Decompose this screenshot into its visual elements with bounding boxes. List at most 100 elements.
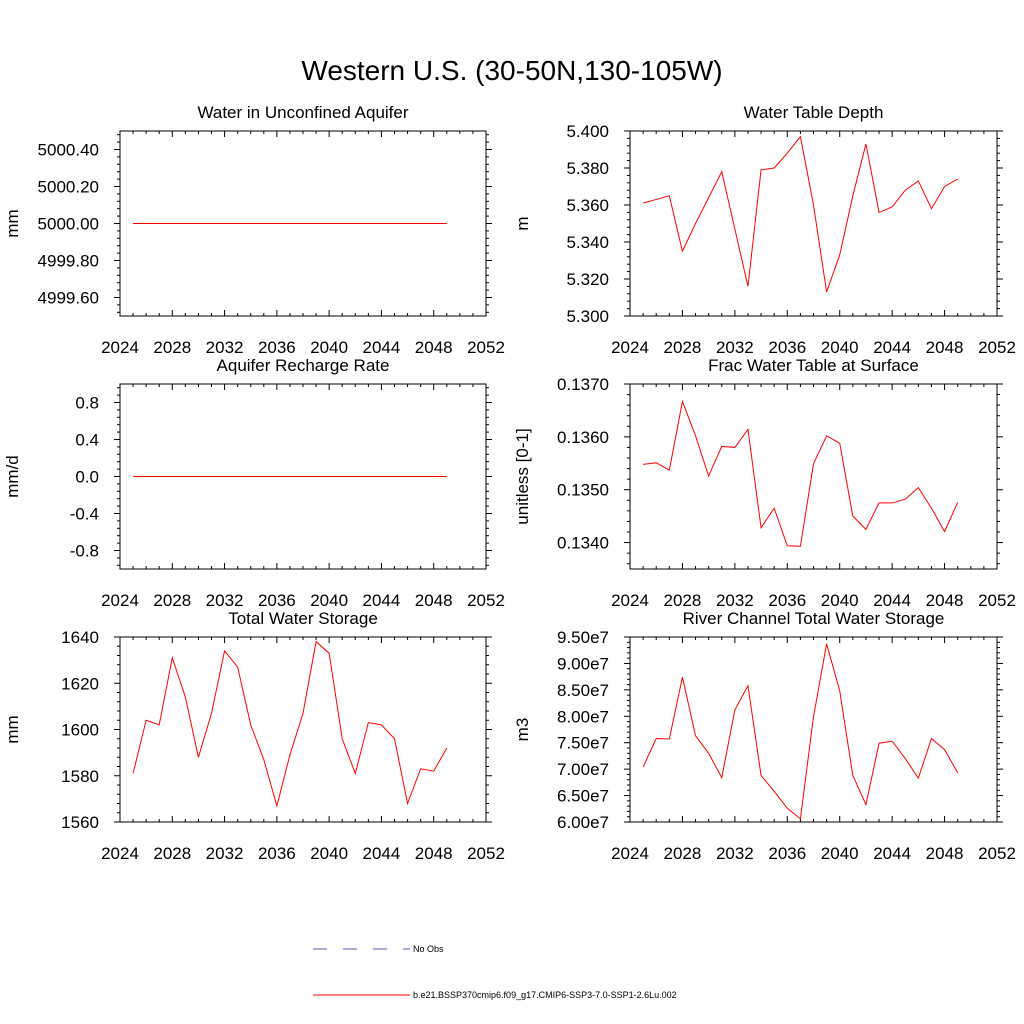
x-tick-label: 2028 <box>153 591 191 610</box>
x-tick-label: 2032 <box>206 338 244 357</box>
x-tick-label: 2052 <box>978 591 1016 610</box>
y-tick-label: 5.340 <box>566 233 609 252</box>
series-line <box>642 135 958 293</box>
y-axis-label: mm <box>3 715 22 743</box>
y-axis-label: m3 <box>513 718 532 742</box>
x-tick-label: 2028 <box>664 591 702 610</box>
chart-title: Aquifer Recharge Rate <box>217 356 390 375</box>
x-tick-label: 2044 <box>873 338 911 357</box>
x-tick-label: 2040 <box>310 591 348 610</box>
y-axis-label: mm <box>3 209 22 237</box>
y-tick-label: 0.8 <box>75 394 99 413</box>
y-axis-label: m <box>513 216 532 230</box>
y-tick-label: -0.4 <box>70 505 99 524</box>
chart-panel-3: Aquifer Recharge Rate mm/d 2024 2028 2032 203… <box>3 356 505 610</box>
x-tick-label: 2024 <box>101 844 139 863</box>
x-tick-label: 2032 <box>206 591 244 610</box>
x-tick-label: 2024 <box>611 338 649 357</box>
y-tick-label: 0.4 <box>75 431 99 450</box>
x-tick-label: 2040 <box>821 591 859 610</box>
x-tick-label: 2024 <box>101 338 139 357</box>
x-tick-label: 2032 <box>716 844 754 863</box>
x-tick-label: 2036 <box>768 844 806 863</box>
y-tick-label: 5.300 <box>566 307 609 326</box>
x-tick-label: 2044 <box>873 844 911 863</box>
y-tick-label: 0.1340 <box>557 534 609 553</box>
x-tick-label: 2036 <box>258 844 296 863</box>
y-tick-label: 5.320 <box>566 270 609 289</box>
x-tick-label: 2024 <box>101 591 139 610</box>
x-tick-label: 2028 <box>153 844 191 863</box>
x-tick-label: 2052 <box>978 844 1016 863</box>
x-tick-label: 2052 <box>467 338 505 357</box>
y-tick-label: 5000.40 <box>38 141 99 160</box>
y-tick-label: 5000.00 <box>38 215 99 234</box>
x-tick-label: 2044 <box>363 591 401 610</box>
chart-title: Water Table Depth <box>744 103 884 122</box>
y-axis-label: unitless [0-1] <box>513 428 532 524</box>
x-tick-label: 2040 <box>310 338 348 357</box>
x-tick-label: 2028 <box>153 338 191 357</box>
chart-title: Frac Water Table at Surface <box>708 356 919 375</box>
chart-title: Water in Unconfined Aquifer <box>197 103 408 122</box>
y-tick-label: 1560 <box>61 813 99 832</box>
y-tick-label: 8.50e7 <box>557 681 609 700</box>
x-tick-label: 2044 <box>363 338 401 357</box>
chart-panel-5: Total Water Storage mm 2024 2028 2032 2036 204… <box>3 609 505 863</box>
y-tick-label: 1580 <box>61 767 99 786</box>
y-tick-label: -0.8 <box>70 542 99 561</box>
y-tick-label: 5000.20 <box>38 178 99 197</box>
y-tick-label: 5.380 <box>566 159 609 178</box>
y-tick-label: 0.1370 <box>557 375 609 394</box>
series-line <box>642 643 959 820</box>
y-tick-label: 1600 <box>61 721 99 740</box>
series-line <box>643 399 959 547</box>
page-title: Western U.S. (30-50N,130-105W) <box>301 55 723 86</box>
x-tick-label: 2040 <box>821 844 859 863</box>
x-tick-label: 2048 <box>415 338 453 357</box>
y-tick-label: 5.360 <box>566 196 609 215</box>
y-tick-label: 7.50e7 <box>557 734 609 753</box>
chart-title: River Channel Total Water Storage <box>683 609 945 628</box>
x-tick-label: 2028 <box>664 338 702 357</box>
y-tick-label: 6.50e7 <box>557 787 609 806</box>
series-line <box>132 640 448 808</box>
y-tick-label: 7.00e7 <box>557 760 609 779</box>
y-axis-label: mm/d <box>3 455 22 498</box>
x-tick-label: 2048 <box>415 844 453 863</box>
y-tick-label: 0.1360 <box>557 428 609 447</box>
y-tick-label: 8.00e7 <box>557 707 609 726</box>
y-tick-label: 1640 <box>61 628 99 647</box>
chart-panel-2: Water Table Depth m 2024 2028 2032 2036 2040 20… <box>513 103 1016 357</box>
chart-panel-6: River Channel Total Water Storage m3 2024 2… <box>513 609 1016 863</box>
y-tick-label: 0.1350 <box>557 481 609 500</box>
x-tick-label: 2040 <box>310 844 348 863</box>
chart-panel-4: Frac Water Table at Surface unitless [0-1… <box>513 356 1016 610</box>
x-tick-label: 2032 <box>206 844 244 863</box>
chart-title: Total Water Storage <box>228 609 378 628</box>
x-tick-label: 2048 <box>926 338 964 357</box>
y-tick-label: 4999.60 <box>38 289 99 308</box>
x-tick-label: 2048 <box>926 591 964 610</box>
x-tick-label: 2044 <box>873 591 911 610</box>
y-tick-label: 1620 <box>61 674 99 693</box>
x-tick-label: 2032 <box>716 591 754 610</box>
x-tick-label: 2028 <box>664 844 702 863</box>
x-tick-label: 2024 <box>611 591 649 610</box>
x-tick-label: 2052 <box>467 844 505 863</box>
y-tick-label: 0.0 <box>75 468 99 487</box>
y-tick-label: 4999.80 <box>38 252 99 271</box>
plot-frame <box>629 130 998 317</box>
y-tick-label: 9.00e7 <box>557 654 609 673</box>
plot-frame <box>629 636 998 823</box>
x-tick-label: 2052 <box>978 338 1016 357</box>
x-tick-label: 2036 <box>768 591 806 610</box>
x-tick-label: 2040 <box>821 338 859 357</box>
chart-panel-1: Water in Unconfined Aquifer mm 2024 2028 203… <box>3 103 505 357</box>
x-tick-label: 2052 <box>467 591 505 610</box>
plot-frame <box>629 383 998 570</box>
y-tick-label: 5.400 <box>566 122 609 141</box>
y-tick-label: 9.50e7 <box>557 628 609 647</box>
x-tick-label: 2036 <box>258 338 296 357</box>
